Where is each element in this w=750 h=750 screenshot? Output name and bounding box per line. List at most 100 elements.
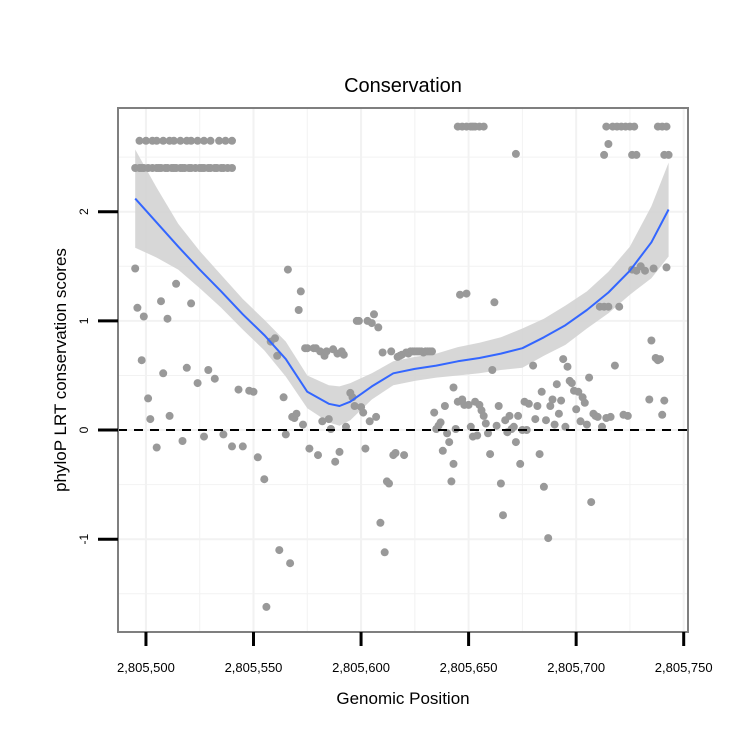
data-point (234, 385, 243, 394)
data-point (253, 453, 262, 462)
data-point (139, 312, 148, 321)
data-point (193, 379, 202, 388)
data-point (385, 479, 393, 488)
data-point (604, 302, 613, 311)
data-point (299, 420, 307, 429)
data-point (387, 347, 396, 356)
data-point (481, 419, 490, 428)
data-point (660, 396, 669, 405)
data-point (365, 417, 374, 426)
data-point (303, 344, 312, 353)
data-point (187, 136, 196, 145)
data-point (210, 374, 219, 383)
data-point (428, 347, 436, 356)
y-tick-label: 1 (77, 317, 91, 324)
data-point (473, 431, 482, 440)
data-point (524, 399, 533, 408)
data-point (275, 546, 284, 555)
data-point (456, 290, 464, 299)
data-point (380, 548, 389, 557)
data-point (632, 150, 641, 159)
data-point (464, 400, 473, 409)
data-point (544, 534, 553, 543)
data-point (157, 297, 165, 306)
data-point (496, 479, 505, 488)
data-point (494, 402, 503, 410)
data-point (370, 310, 378, 319)
data-point (152, 136, 161, 145)
data-point (537, 387, 546, 396)
data-point (656, 355, 664, 364)
data-point (511, 438, 520, 447)
data-point (271, 334, 279, 343)
data-point (331, 457, 340, 466)
data-point (273, 351, 282, 360)
data-point (361, 444, 370, 453)
data-point (542, 416, 550, 425)
data-point (133, 303, 142, 312)
data-point (292, 409, 301, 418)
data-point (563, 362, 572, 371)
data-point (182, 363, 191, 372)
data-point (479, 411, 488, 420)
data-point (294, 306, 303, 314)
data-point (178, 437, 187, 445)
data-point (165, 411, 174, 420)
y-tick-label: -1 (77, 534, 91, 545)
data-point (664, 150, 673, 159)
smooth-trend-line (134, 197, 670, 407)
data-point (359, 408, 368, 417)
data-point (367, 319, 376, 328)
data-point (279, 393, 288, 402)
data-point (436, 418, 445, 427)
data-point (600, 150, 609, 159)
data-point (610, 361, 619, 370)
data-point (499, 511, 507, 520)
data-point (593, 412, 602, 421)
data-point (574, 387, 583, 396)
data-point (548, 395, 557, 404)
data-point (131, 264, 140, 273)
plot-panel (117, 107, 689, 633)
data-point (552, 380, 561, 389)
data-point (658, 410, 667, 419)
data-point (623, 411, 632, 420)
data-point (604, 140, 613, 148)
data-point (445, 438, 454, 447)
data-point (142, 136, 150, 145)
y-axis-ticks: -1 0 1 2 (77, 208, 118, 545)
data-point (484, 429, 492, 438)
data-point (206, 136, 215, 145)
data-point (172, 279, 181, 288)
data-point (374, 323, 383, 332)
data-point (219, 430, 228, 439)
data-point (576, 417, 585, 426)
data-point (585, 373, 594, 382)
data-point (228, 442, 236, 451)
data-point (326, 425, 335, 433)
data-point (662, 122, 671, 131)
data-point (649, 264, 658, 273)
data-point (378, 348, 387, 357)
data-point (486, 450, 495, 459)
data-point (645, 395, 654, 404)
data-point (159, 369, 168, 378)
data-point (391, 449, 400, 457)
data-point (550, 420, 559, 429)
data-point (462, 289, 471, 298)
data-point (339, 350, 348, 359)
data-point (516, 459, 525, 468)
chart-title: Conservation (344, 75, 462, 97)
data-point (468, 122, 477, 131)
data-point (430, 408, 439, 417)
data-point (580, 398, 589, 407)
data-point (262, 602, 271, 611)
data-point (449, 459, 458, 468)
data-point (193, 136, 202, 145)
data-point (531, 415, 540, 424)
data-point (438, 446, 447, 455)
data-point (443, 429, 452, 438)
data-point (533, 402, 542, 410)
data-point (554, 409, 563, 418)
x-tick-label: 2,805,650 (440, 660, 498, 675)
